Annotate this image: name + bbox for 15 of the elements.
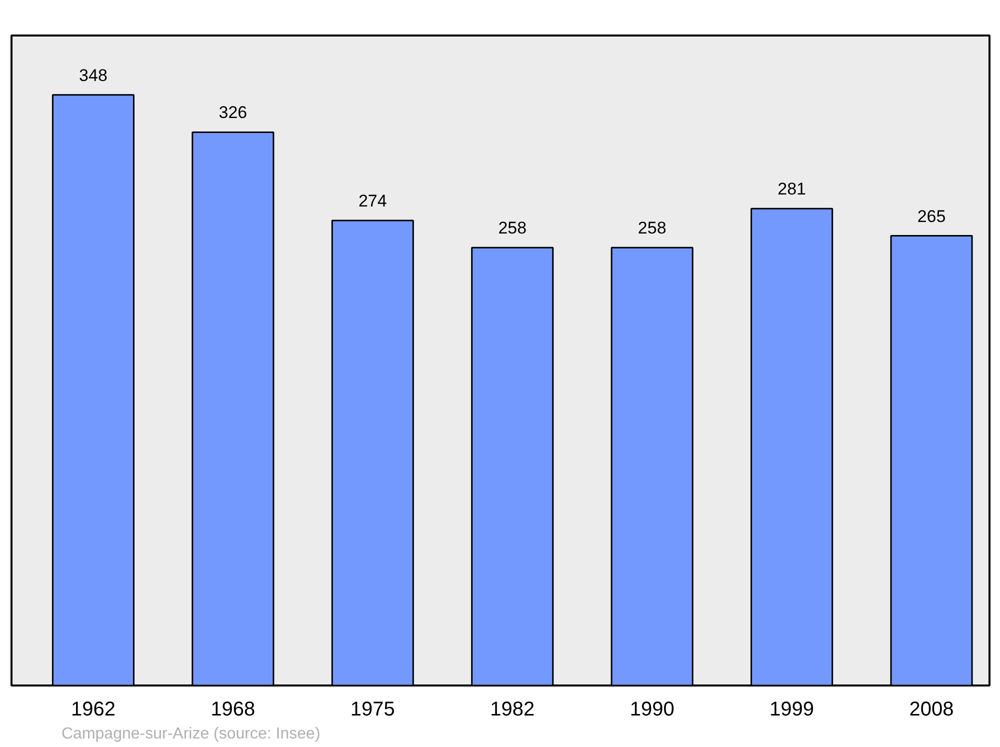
data-label: 258 (498, 218, 527, 238)
x-tick-label: 1975 (350, 698, 395, 720)
x-tick-label: 2008 (909, 698, 954, 720)
x-tick-label: 1999 (770, 698, 814, 720)
data-label: 265 (917, 206, 946, 226)
data-label: 274 (358, 191, 387, 210)
data-label: 258 (638, 218, 666, 238)
data-label: 281 (778, 180, 806, 199)
data-label: 326 (218, 103, 248, 122)
x-tick-label: 1962 (70, 698, 116, 720)
x-tick-label: 1990 (630, 698, 674, 720)
data-label: 348 (79, 66, 108, 85)
x-tick-label: 1968 (210, 698, 256, 720)
text: Campagne-sur-Arize (source: Insee) (62, 726, 320, 742)
x-tick-label: 1982 (490, 698, 535, 720)
